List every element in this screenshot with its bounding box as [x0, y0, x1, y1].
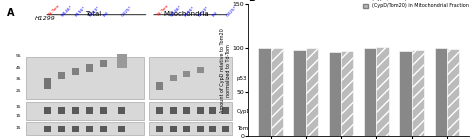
Bar: [293, 50, 306, 136]
FancyBboxPatch shape: [86, 106, 93, 114]
FancyBboxPatch shape: [58, 126, 65, 132]
FancyBboxPatch shape: [222, 126, 229, 132]
Text: 15: 15: [15, 126, 21, 130]
Bar: [435, 48, 447, 136]
FancyBboxPatch shape: [86, 64, 93, 71]
Legend: (CypD/Tom20) in Total Fraction, (CypD/Tom20) in Mitochondrial Fraction: (CypD/Tom20) in Total Fraction, (CypD/To…: [364, 0, 469, 8]
FancyBboxPatch shape: [44, 106, 51, 114]
Text: R196*: R196*: [74, 5, 87, 17]
Bar: [341, 51, 354, 136]
FancyBboxPatch shape: [149, 57, 232, 99]
FancyBboxPatch shape: [222, 106, 229, 114]
Bar: [364, 48, 376, 136]
FancyBboxPatch shape: [44, 78, 51, 89]
FancyBboxPatch shape: [26, 57, 144, 99]
FancyBboxPatch shape: [58, 106, 65, 114]
Text: Pal: Pal: [102, 10, 109, 17]
FancyBboxPatch shape: [183, 106, 191, 114]
FancyBboxPatch shape: [197, 126, 204, 132]
Text: Total: Total: [85, 11, 101, 17]
Bar: [329, 52, 341, 136]
Text: R213*: R213*: [88, 5, 100, 17]
FancyBboxPatch shape: [170, 75, 176, 81]
FancyBboxPatch shape: [100, 60, 107, 67]
FancyBboxPatch shape: [72, 126, 79, 132]
Text: B: B: [248, 0, 255, 3]
FancyBboxPatch shape: [209, 106, 216, 114]
Y-axis label: Amount of CypD relative to Tom20
normalized to Td-Tom: Amount of CypD relative to Tom20 normali…: [220, 28, 231, 113]
Text: 45: 45: [15, 66, 21, 70]
Bar: [447, 49, 459, 136]
Bar: [271, 48, 283, 136]
FancyBboxPatch shape: [183, 126, 191, 132]
FancyBboxPatch shape: [209, 126, 216, 132]
Text: 25: 25: [15, 89, 21, 93]
Text: G325*: G325*: [121, 5, 134, 17]
FancyBboxPatch shape: [72, 68, 79, 75]
Text: H1299: H1299: [35, 16, 55, 21]
Bar: [399, 51, 411, 136]
FancyBboxPatch shape: [197, 67, 204, 74]
Text: Mitochondria: Mitochondria: [163, 11, 209, 17]
Text: A: A: [7, 8, 15, 18]
Bar: [258, 48, 271, 136]
Bar: [306, 48, 318, 136]
Text: Tom20: Tom20: [237, 126, 255, 131]
Bar: [376, 47, 389, 136]
FancyBboxPatch shape: [183, 71, 191, 77]
FancyBboxPatch shape: [118, 126, 126, 132]
FancyBboxPatch shape: [149, 102, 232, 120]
FancyBboxPatch shape: [118, 106, 126, 114]
Text: p53: p53: [237, 76, 247, 81]
FancyBboxPatch shape: [100, 126, 107, 132]
FancyBboxPatch shape: [26, 122, 144, 135]
FancyBboxPatch shape: [72, 106, 79, 114]
Text: 15: 15: [15, 114, 21, 118]
Text: R213*: R213*: [197, 5, 210, 17]
FancyBboxPatch shape: [170, 106, 176, 114]
FancyBboxPatch shape: [58, 71, 65, 79]
FancyBboxPatch shape: [100, 106, 107, 114]
FancyBboxPatch shape: [118, 54, 127, 68]
FancyBboxPatch shape: [86, 126, 93, 132]
Text: 55: 55: [15, 54, 21, 58]
Text: R196*: R196*: [183, 5, 196, 17]
Text: G325*: G325*: [225, 5, 238, 17]
FancyBboxPatch shape: [155, 126, 163, 132]
FancyBboxPatch shape: [155, 82, 163, 90]
FancyBboxPatch shape: [197, 106, 204, 114]
Text: Td-Tom: Td-Tom: [155, 4, 169, 17]
Text: W146*: W146*: [170, 4, 183, 17]
FancyBboxPatch shape: [170, 126, 176, 132]
FancyBboxPatch shape: [26, 102, 144, 120]
Text: W146*: W146*: [61, 4, 74, 17]
Bar: [411, 50, 424, 136]
FancyBboxPatch shape: [155, 106, 163, 114]
Text: CypD: CypD: [237, 109, 252, 114]
FancyBboxPatch shape: [44, 126, 51, 132]
Text: Td-Tom: Td-Tom: [46, 4, 60, 17]
Text: Pal: Pal: [211, 10, 219, 17]
Text: 15: 15: [15, 105, 21, 109]
Text: 35: 35: [15, 77, 21, 81]
FancyBboxPatch shape: [149, 122, 232, 135]
